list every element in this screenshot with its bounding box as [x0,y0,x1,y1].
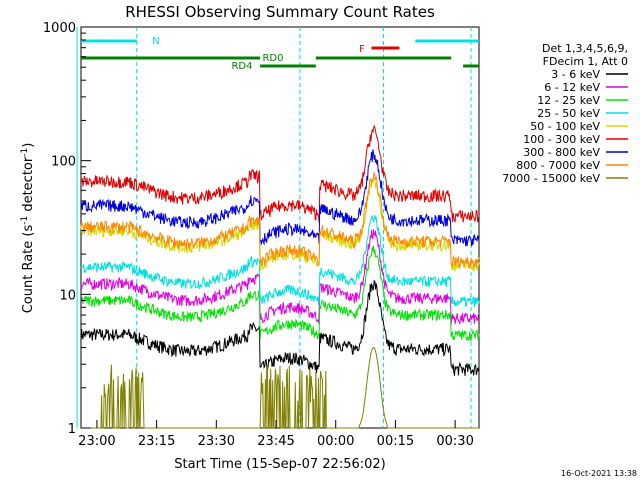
series-line [80,245,480,342]
y-tick-label: 10 [59,288,76,303]
flag-label: N [152,36,159,47]
flag-label: RD0 [262,53,283,64]
legend-entry: 800 - 7000 keV [516,159,600,172]
time-markers [76,27,472,428]
axis-ticks: 23:00 23:15 23:30 23:45 00:00 00:15 00:30 1 10 10… [43,21,474,449]
x-tick-label: 23:30 [198,434,235,449]
series-line [81,346,479,429]
x-tick-label: 23:45 [257,434,294,449]
x-axis-label: Start Time (15-Sep-07 22:56:02) [174,457,385,472]
series-line [80,124,480,224]
legend-entry: 7000 - 15000 keV [502,172,600,185]
legend-entry: 300 - 800 keV [523,146,600,159]
x-tick-label: 00:30 [436,434,473,449]
observing-flags: N RD0 RD4 F [81,36,479,72]
legend-entry: 12 - 25 keV [537,94,600,107]
chart-title: RHESSI Observing Summary Count Rates [125,3,435,21]
series-line [80,149,480,247]
y-axis-label-part: ) [21,143,36,148]
x-tick-label: 00:00 [317,434,354,449]
flag-label: RD4 [231,61,252,72]
series-line [80,172,480,270]
footer-date: 16-Oct-2021 13:38 [561,469,637,478]
x-tick-label: 23:15 [138,434,175,449]
series-line [80,229,480,325]
series-lines [80,124,480,429]
legend-entry: 6 - 12 keV [544,81,600,94]
x-tick-label: 00:15 [377,434,414,449]
legend-entry: 25 - 50 keV [537,107,600,120]
y-axis-label: Count Rate (s-1 detector-1) [20,143,36,314]
y-axis-label-sup: -1 [20,148,30,157]
series-line [80,279,480,376]
legend-header: FDecim 1, Att 0 [543,55,628,68]
legend-header: Det 1,3,4,5,6,9, [542,42,628,55]
legend-entry: 50 - 100 keV [530,120,600,133]
legend-entry: 100 - 300 keV [523,133,600,146]
y-axis-label-part: detector [21,156,36,216]
series-line [80,215,480,308]
x-tick-label: 23:00 [78,434,115,449]
y-axis-label-part: Count Rate (s [21,225,36,314]
flag-label: F [359,44,365,55]
y-tick-label: 100 [51,155,76,170]
y-tick-label: 1 [68,422,76,437]
y-axis-label-sup: -1 [20,216,30,225]
y-tick-label: 1000 [43,21,76,36]
legend-entry: 3 - 6 keV [551,68,600,81]
legend: Det 1,3,4,5,6,9,FDecim 1, Att 03 - 6 keV… [502,42,628,185]
